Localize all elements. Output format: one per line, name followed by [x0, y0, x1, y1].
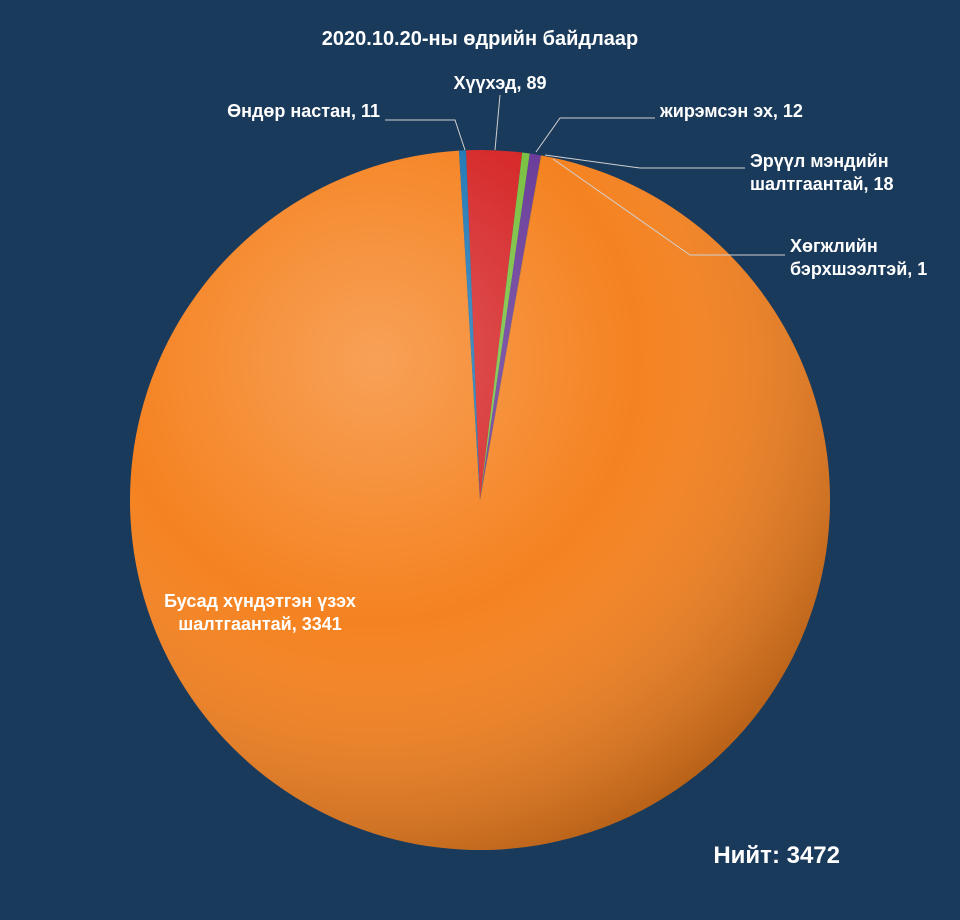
leader-lines	[0, 0, 960, 920]
total-label: Нийт: 3472	[713, 842, 840, 870]
